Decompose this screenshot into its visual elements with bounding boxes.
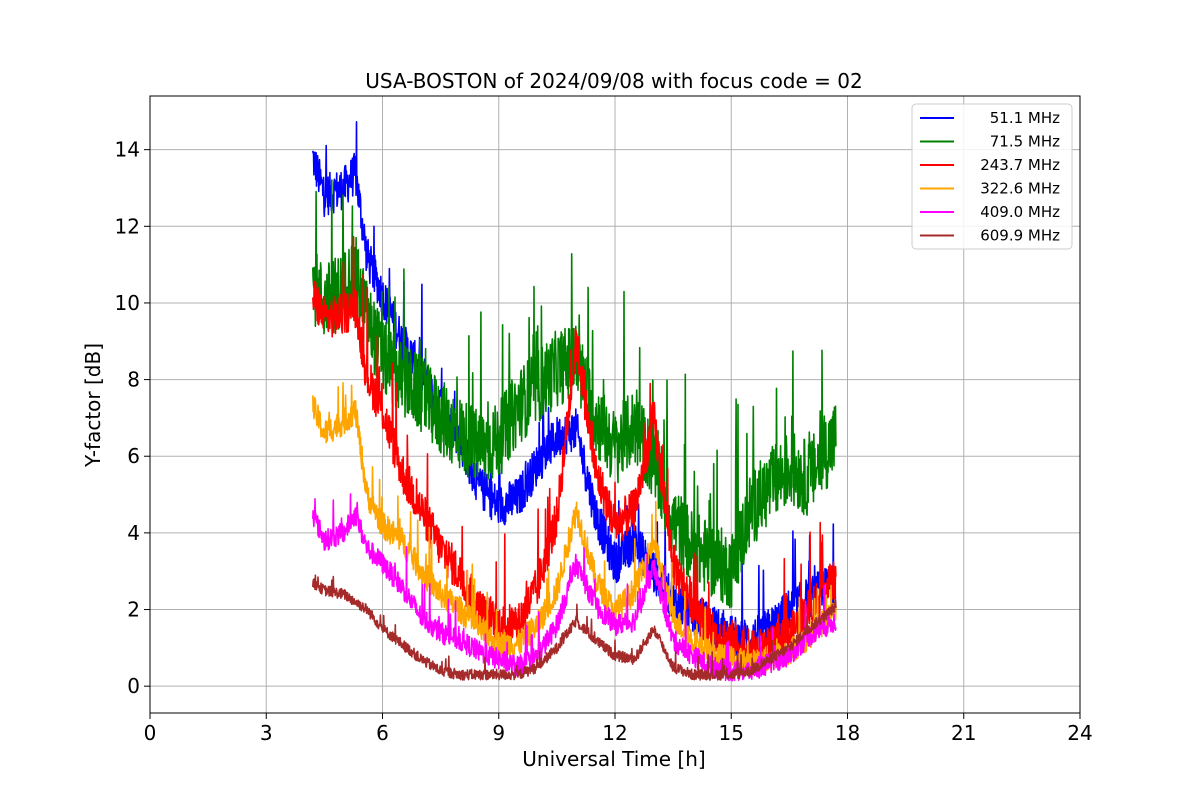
x-tick-label: 21	[951, 721, 976, 745]
series-line	[312, 236, 837, 672]
chart-title: USA-BOSTON of 2024/09/08 with focus code…	[365, 69, 862, 93]
y-tick-label: 8	[127, 368, 140, 392]
x-axis-label: Universal Time [h]	[522, 747, 705, 771]
y-tick-label: 12	[115, 214, 140, 238]
y-tick-label: 4	[127, 521, 140, 545]
x-axis: 0 3 6 9 12 15 18 21 24	[144, 713, 1093, 745]
y-tick-label: 2	[127, 598, 140, 622]
series-line	[312, 493, 837, 682]
x-tick-label: 18	[835, 721, 860, 745]
legend-label: 609.9 MHz	[980, 227, 1060, 245]
y-axis-label: Y-factor [dB]	[81, 343, 105, 468]
legend: 51.1 MHz 71.5 MHz 243.7 MHz 322.6 MHz 409.0 …	[911, 103, 1073, 250]
legend-label: 322.6 MHz	[980, 180, 1060, 198]
x-tick-label: 12	[602, 721, 627, 745]
legend-label: 409.0 MHz	[980, 203, 1060, 221]
x-tick-label: 15	[719, 721, 744, 745]
x-tick-label: 3	[260, 721, 273, 745]
legend-label: 51.1 MHz	[990, 109, 1060, 127]
y-tick-label: 10	[115, 291, 140, 315]
x-tick-label: 6	[376, 721, 389, 745]
y-axis: 0 2 4 6 8 10 12 14	[115, 138, 150, 698]
y-tick-label: 6	[127, 444, 140, 468]
x-tick-label: 9	[492, 721, 505, 745]
legend-label: 71.5 MHz	[990, 133, 1060, 151]
x-tick-label: 0	[144, 721, 157, 745]
y-tick-label: 14	[115, 138, 140, 162]
y-tick-label: 0	[127, 674, 140, 698]
plot-area	[312, 121, 837, 682]
series-line	[312, 574, 837, 681]
x-tick-label: 24	[1067, 721, 1092, 745]
legend-label: 243.7 MHz	[980, 156, 1060, 174]
